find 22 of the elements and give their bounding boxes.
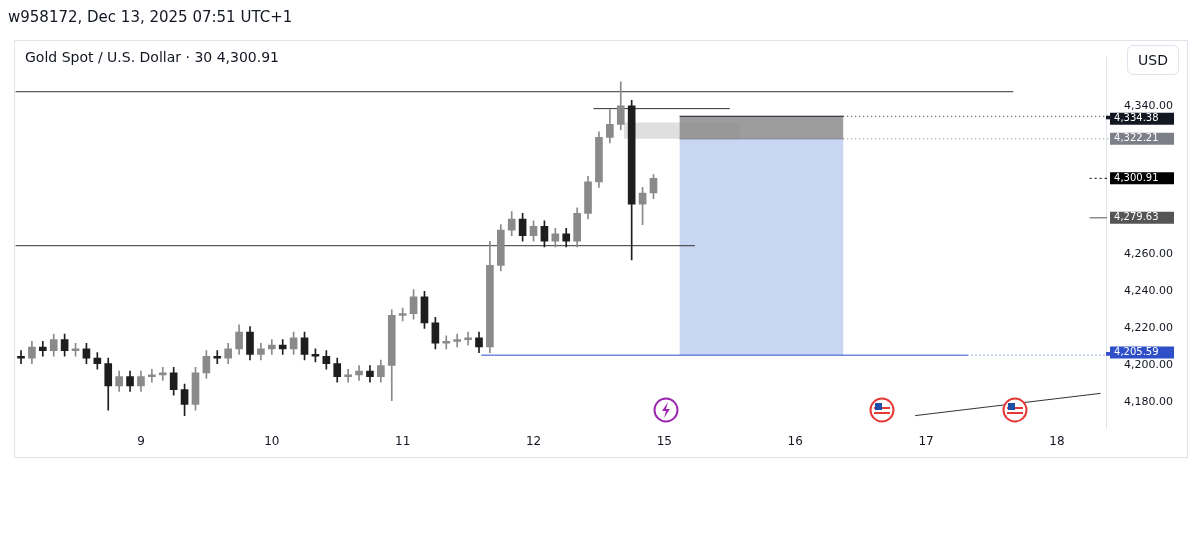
x-tick-label: 10 [264,433,280,448]
ref-line-label: 4,205.59 [1114,346,1159,358]
x-tick-label: 16 [787,433,803,448]
x-tick-label: 9 [137,433,145,448]
chart-subtitle: w958172, Dec 13, 2025 07:51 UTC+1 [8,8,294,28]
ref-line-label: 4,322.21 [1114,132,1159,144]
y-tick-label: 4,200.00 [1124,358,1173,372]
y-tick-label: 4,180.00 [1124,395,1173,409]
y-tick-label: 4,340.00 [1124,98,1173,112]
x-tick-label: 17 [918,433,934,448]
x-tick-label: 12 [525,433,542,448]
y-tick-label: 4,220.00 [1124,321,1173,335]
y-tick-label: 4,260.00 [1124,247,1173,261]
ref-line-label: 4,334.38 [1114,112,1159,124]
ref-line-label: 4,300.91 [1114,171,1159,183]
chart-title: Gold Spot / U.S. Dollar · 30 4,300.91 [25,49,279,65]
x-tick-label: 11 [395,433,411,448]
x-tick-label: 18 [1049,433,1065,448]
ref-line-label: 4,279.63 [1114,211,1159,223]
y-tick-label: 4,240.00 [1124,284,1173,298]
x-tick-label: 15 [656,433,673,448]
text: USD [1127,45,1179,75]
